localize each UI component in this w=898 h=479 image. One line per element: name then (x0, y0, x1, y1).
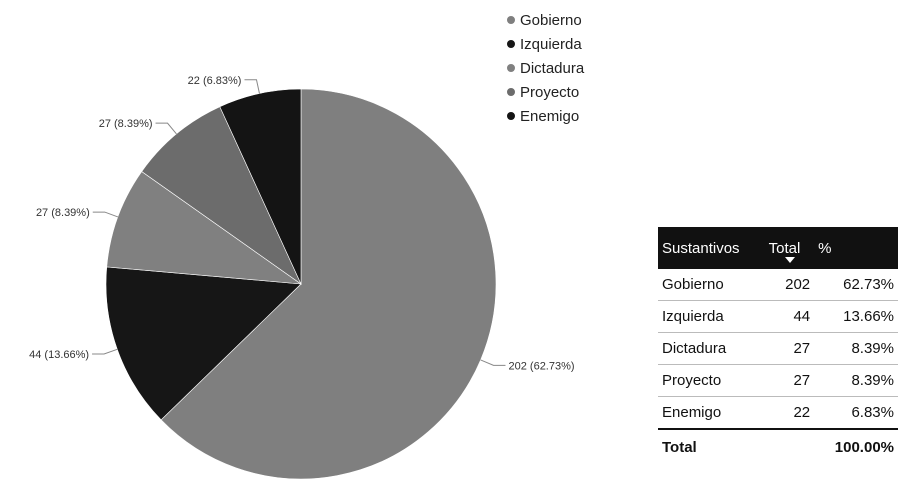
column-header-total[interactable]: Total (764, 227, 815, 269)
sort-descending-icon (784, 257, 795, 263)
total-count (764, 428, 815, 464)
legend-label: Gobierno (520, 11, 582, 29)
pie-slice-proyecto[interactable] (141, 106, 302, 285)
table-total-row: Total 100.00% (658, 428, 898, 464)
pie-slice-gobierno[interactable] (160, 88, 497, 479)
cell-sustantivo: Enemigo (658, 396, 765, 430)
leader-line (92, 211, 119, 218)
cell-percent: 8.39% (814, 332, 898, 365)
table-row[interactable]: Gobierno 202 62.73% (658, 269, 898, 301)
data-label-proyecto: 27 (8.39%) (99, 118, 153, 130)
legend-label: Enemigo (520, 107, 580, 125)
table-row[interactable]: Izquierda 44 13.66% (658, 300, 898, 333)
column-header-percent[interactable]: % (814, 227, 898, 269)
legend-dot-icon (507, 112, 515, 120)
legend-item-izquierda[interactable]: Izquierda (507, 32, 584, 56)
cell-total: 22 (764, 396, 815, 430)
legend-label: Proyecto (520, 83, 580, 101)
cell-total: 44 (764, 300, 815, 333)
table-header-row: Sustantivos Total % (658, 227, 898, 269)
legend-dot-icon (507, 16, 515, 24)
legend-dot-icon (507, 40, 515, 48)
data-label-enemigo: 22 (6.83%) (188, 75, 242, 87)
cell-percent: 13.66% (814, 300, 898, 333)
pie-slice-enemigo[interactable] (219, 88, 302, 285)
cell-percent: 8.39% (814, 364, 898, 397)
legend-item-gobierno[interactable]: Gobierno (507, 8, 584, 32)
legend-label: Dictadura (520, 59, 585, 77)
pie-chart: 202 (62.73%) 44 (13.66%) 27 (8.39%) 27 (8.3… (29, 75, 575, 479)
legend-dot-icon (507, 88, 515, 96)
cell-percent: 62.73% (814, 269, 898, 301)
table-row[interactable]: Proyecto 27 8.39% (658, 364, 898, 397)
cell-sustantivo: Dictadura (658, 332, 765, 365)
total-label: Total (658, 428, 765, 464)
column-header-sustantivos[interactable]: Sustantivos (658, 227, 765, 269)
pie-slice-izquierda[interactable] (105, 266, 302, 421)
summary-table: Sustantivos Total % Gobierno 202 62.73% … (658, 227, 898, 464)
legend-dot-icon (507, 64, 515, 72)
legend-item-enemigo[interactable]: Enemigo (507, 104, 584, 128)
legend-label: Izquierda (520, 35, 582, 53)
table-row[interactable]: Dictadura 27 8.39% (658, 332, 898, 365)
cell-sustantivo: Gobierno (658, 269, 765, 301)
chart-legend: Gobierno Izquierda Dictadura Proyecto En… (507, 8, 584, 128)
data-label-dictadura: 27 (8.39%) (36, 207, 90, 219)
data-label-izquierda: 44 (13.66%) (29, 349, 89, 361)
leader-line (244, 79, 260, 94)
cell-percent: 6.83% (814, 396, 898, 430)
total-percent: 100.00% (814, 428, 898, 464)
leader-line (92, 348, 118, 355)
data-label-gobierno: 202 (62.73%) (509, 360, 575, 372)
leader-line (480, 359, 506, 366)
cell-total: 202 (764, 269, 815, 301)
cell-total: 27 (764, 332, 815, 365)
table-row[interactable]: Enemigo 22 6.83% (658, 396, 898, 430)
legend-item-dictadura[interactable]: Dictadura (507, 56, 584, 80)
cell-total: 27 (764, 364, 815, 397)
cell-sustantivo: Izquierda (658, 300, 765, 333)
cell-sustantivo: Proyecto (658, 364, 765, 397)
leader-line (155, 122, 177, 135)
pie-slice-dictadura[interactable] (106, 171, 303, 285)
legend-item-proyecto[interactable]: Proyecto (507, 80, 584, 104)
